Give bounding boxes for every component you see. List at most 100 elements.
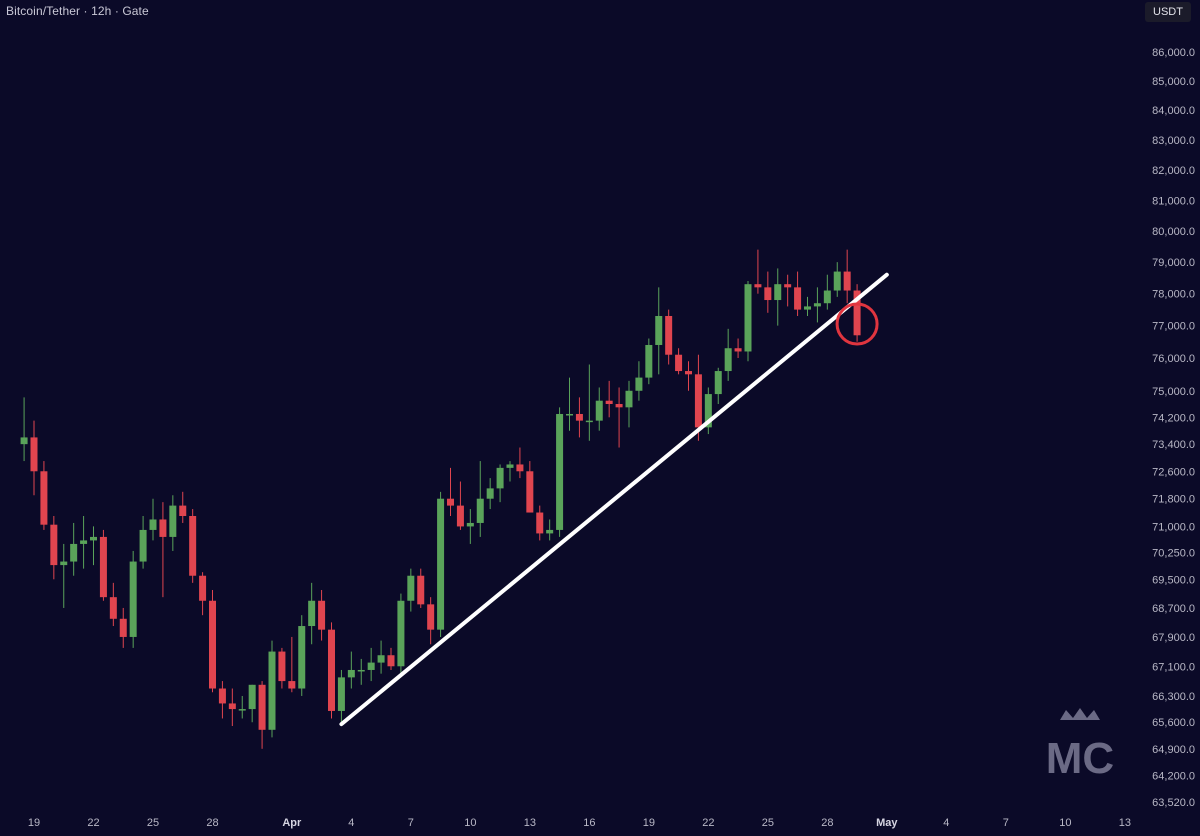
candle	[585, 364, 593, 441]
candle-body	[228, 703, 236, 710]
candle-body	[119, 618, 127, 637]
candle-body	[685, 371, 692, 375]
candle	[833, 262, 841, 297]
candle-body	[605, 400, 613, 405]
price-tick-label: 70,250.0	[1152, 548, 1195, 560]
candle-body	[209, 600, 216, 689]
candle	[675, 348, 683, 375]
candle-body	[199, 575, 207, 601]
price-tick-label: 64,200.0	[1152, 771, 1195, 783]
candle-body	[30, 437, 38, 472]
candle	[496, 464, 504, 503]
candle	[70, 522, 78, 576]
candle-body	[734, 348, 742, 352]
candle-body	[60, 561, 68, 566]
candle-body	[129, 561, 137, 637]
candle	[635, 361, 643, 401]
price-tick-label: 63,520.0	[1152, 797, 1195, 809]
price-tick-label: 69,500.0	[1152, 574, 1195, 586]
time-tick-label: May	[876, 817, 898, 829]
candle-body	[764, 287, 772, 301]
candle	[804, 296, 811, 316]
candle-body	[159, 519, 167, 537]
price-tick-label: 86,000.0	[1152, 47, 1195, 59]
candle	[189, 509, 197, 583]
support-trendline	[339, 272, 889, 727]
candle-body	[536, 512, 544, 534]
price-axis[interactable]: 86,000.0 85,000.0 84,000.0 83,000.0 82,000.0…	[1152, 47, 1195, 809]
candle-body	[615, 404, 623, 408]
candle-body	[714, 371, 722, 395]
candle-body	[367, 662, 375, 670]
candle-body	[724, 348, 732, 372]
candle	[843, 249, 851, 304]
currency-badge[interactable]: USDT	[1145, 2, 1191, 22]
price-tick-label: 78,000.0	[1152, 289, 1195, 301]
candle-body	[575, 413, 583, 421]
candle-body	[456, 505, 464, 527]
candle	[784, 274, 792, 307]
candle-body	[843, 271, 851, 291]
candle	[575, 397, 583, 438]
price-tick-label: 82,000.0	[1152, 165, 1195, 177]
candles-layer	[20, 249, 861, 749]
candle	[50, 515, 58, 580]
candle-body	[40, 471, 48, 525]
time-tick-label: 19	[643, 817, 655, 829]
price-tick-label: 67,900.0	[1152, 632, 1195, 644]
candle	[754, 249, 762, 294]
candle-body	[635, 377, 643, 391]
candle	[119, 607, 127, 648]
time-tick-label: 19	[28, 817, 40, 829]
time-tick-label: 25	[147, 817, 159, 829]
candle	[724, 328, 732, 381]
time-tick-label: 16	[583, 817, 595, 829]
candle	[566, 377, 573, 431]
candle	[288, 636, 296, 693]
candle-body	[70, 543, 78, 562]
candle-body	[675, 354, 683, 372]
candle	[308, 582, 316, 645]
candle	[417, 568, 425, 608]
candle-body	[665, 315, 673, 355]
candle	[387, 647, 395, 670]
candle	[456, 481, 464, 530]
time-axis[interactable]: 19 22 25 28 Apr 4 7 10 13 16 19 22 25 28 May 4 7 10 13	[28, 817, 1131, 829]
price-tick-label: 68,700.0	[1152, 603, 1195, 615]
time-tick-label: 28	[206, 817, 218, 829]
candle-body	[377, 655, 385, 663]
candle-body	[407, 575, 415, 601]
candle	[685, 361, 692, 391]
time-tick-label: 28	[821, 817, 833, 829]
time-tick-label: 7	[1003, 817, 1009, 829]
candle-body	[516, 464, 524, 472]
candle	[645, 338, 653, 385]
candle-body	[20, 437, 28, 445]
candle	[159, 502, 167, 598]
candle-body	[655, 315, 663, 345]
candle-body	[288, 681, 296, 689]
candle-body	[466, 522, 474, 527]
candle	[794, 271, 802, 316]
candle	[764, 271, 772, 313]
candle-body	[258, 684, 266, 730]
candle	[437, 491, 445, 637]
candle	[199, 572, 207, 616]
time-tick-label: 13	[1119, 817, 1131, 829]
candle-body	[179, 505, 187, 516]
candle	[397, 593, 405, 674]
candle	[595, 387, 603, 431]
candle	[90, 526, 97, 566]
price-tick-label: 65,600.0	[1152, 717, 1195, 729]
price-tick-label: 76,000.0	[1152, 353, 1195, 365]
candle-body	[278, 651, 286, 682]
candle	[40, 461, 48, 530]
candle-body	[566, 413, 573, 416]
price-tick-label: 79,000.0	[1152, 257, 1195, 269]
candle	[407, 568, 415, 612]
price-tick-label: 67,100.0	[1152, 661, 1195, 673]
candle	[694, 354, 702, 441]
candle-body	[556, 413, 564, 530]
